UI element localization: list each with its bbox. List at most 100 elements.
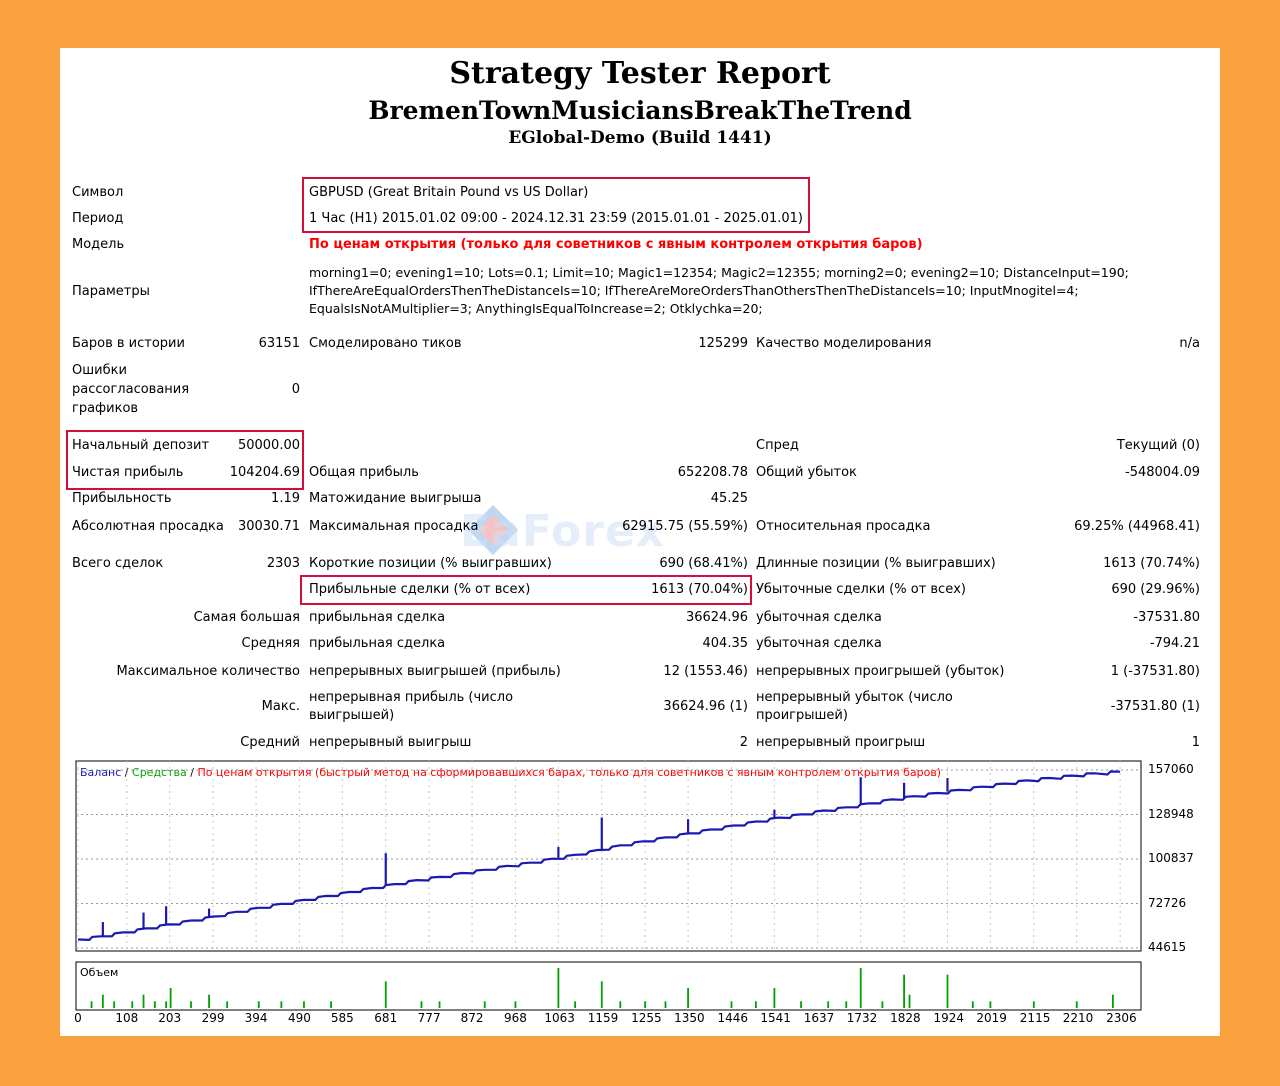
profit-trades-value: 1613 (70.04%)	[651, 582, 748, 597]
errors-label-3: графиков	[72, 401, 139, 416]
legend-sep-2: /	[186, 766, 198, 779]
x-tick-label: 2210	[1062, 1011, 1094, 1025]
x-tick-label: 2019	[976, 1011, 1007, 1025]
absdd-value: 30030.71	[237, 519, 300, 534]
x-tick-label: 108	[115, 1011, 139, 1025]
legend-mode: По ценам открытия (быстрый метод на сфор…	[197, 766, 942, 779]
netprofit-label: Чистая прибыль	[72, 465, 184, 480]
errors-value: 0	[291, 382, 300, 397]
model-value: По ценам открытия (только для советников…	[309, 237, 923, 252]
x-tick-label: 968	[504, 1011, 527, 1025]
grossloss-value: -548004.09	[1125, 465, 1200, 480]
x-tick-label: 490	[287, 1011, 311, 1025]
largest-profit-value: 36624.96	[685, 610, 748, 625]
y-tick-label: 44615	[1148, 940, 1187, 954]
deposit-profit-highlight	[66, 430, 304, 490]
x-tick-label: 872	[460, 1011, 484, 1025]
long-label: Длинные позиции (% выигравших)	[756, 556, 996, 571]
avg-loss-label: непрерывный проигрыш	[756, 735, 926, 750]
max-profit-label-2: выигрышей)	[309, 708, 395, 723]
x-tick-label: 2306	[1106, 1011, 1137, 1025]
quality-value: n/a	[1179, 336, 1200, 351]
maxcount-wins-label: непрерывных выигрышей (прибыль)	[309, 664, 561, 679]
y-tick-label: 128948	[1148, 806, 1194, 821]
x-tick-label: 1732	[846, 1011, 878, 1025]
reldd-value: 69.25% (44968.41)	[1074, 519, 1200, 534]
max-profit-label-1: непрерывная прибыль (число	[309, 690, 514, 705]
x-tick-label: 1063	[544, 1011, 575, 1025]
grossprofit-label: Общая прибыль	[309, 465, 419, 480]
max-loss-label-1: непрерывный убыток (число	[756, 690, 953, 705]
x-tick-label: 1924	[933, 1011, 965, 1025]
maxdd-label: Максимальная просадка	[309, 519, 479, 534]
expert-name: BremenTownMusiciansBreakTheTrend	[368, 96, 912, 125]
period-value: 1 Час (H1) 2015.01.02 09:00 - 2024.12.31…	[309, 211, 803, 226]
short-label: Короткие позиции (% выигравших)	[309, 556, 552, 571]
params-line-3: EqualsIsNotAMultiplier=3; AnythingIsEqua…	[309, 301, 763, 316]
x-tick-label: 0	[74, 1011, 82, 1025]
avg-win-label: непрерывный выигрыш	[309, 735, 472, 750]
y-tick-label: 100837	[1148, 851, 1194, 865]
x-tick-label: 1541	[760, 1011, 791, 1025]
absdd-label: Абсолютная просадка	[72, 519, 224, 534]
x-tick-label: 777	[417, 1011, 441, 1025]
largest-label: Самая большая	[193, 610, 300, 625]
volume-label: Объем	[80, 966, 119, 979]
chart-legend: Баланс / Средства / По ценам открытия (б…	[80, 765, 941, 781]
spread-value: Текущий (0)	[1116, 438, 1200, 453]
average-profit-label: прибыльная сделка	[309, 636, 446, 651]
report-page: Strategy Tester Report BremenTownMusicia…	[60, 48, 1220, 1036]
expected-label: Матожидание выигрыша	[309, 491, 482, 506]
balance-series-line	[77, 770, 1121, 942]
y-tick-label: 72726	[1148, 895, 1187, 910]
maxcount-wins-value: 12 (1553.46)	[663, 664, 748, 679]
symbol-value: GBPUSD (Great Britain Pound vs US Dollar…	[309, 185, 589, 200]
legend-sep-1: /	[121, 766, 133, 779]
x-tick-label: 1637	[803, 1011, 835, 1025]
symbol-period-highlight	[302, 177, 810, 233]
expected-value: 45.25	[710, 491, 748, 506]
x-tick-label: 1446	[717, 1011, 749, 1025]
params-label: Параметры	[72, 284, 150, 299]
grossloss-label: Общий убыток	[756, 465, 857, 480]
maxcount-losses-label: непрерывных проигрышей (убыток)	[756, 664, 1005, 679]
reldd-label: Относительная просадка	[756, 519, 931, 534]
average-profit-value: 404.35	[702, 636, 749, 651]
x-tick-label: 2115	[1019, 1011, 1051, 1025]
ticks-label: Смоделировано тиков	[309, 336, 462, 351]
avg-win-value: 2	[739, 735, 748, 750]
watermark: EaForex	[460, 506, 666, 557]
params-line-1: morning1=0; evening1=10; Lots=0.1; Limit…	[309, 265, 1129, 280]
balance-chart-frame	[75, 760, 1142, 952]
profit-trades-label: Прибыльные сделки (% от всех)	[309, 582, 531, 597]
report-title: Strategy Tester Report	[449, 56, 831, 91]
avg-loss-value: 1	[1191, 735, 1200, 750]
pf-value: 1.19	[271, 491, 300, 506]
quality-label: Качество моделирования	[756, 336, 932, 351]
x-tick-label: 1255	[631, 1011, 662, 1025]
deposit-label: Начальный депозит	[72, 438, 210, 453]
average-loss-value: -794.21	[1149, 636, 1200, 651]
avg-label: Средний	[240, 735, 300, 750]
x-tick-label: 1828	[890, 1011, 921, 1025]
average-label: Средняя	[241, 636, 300, 651]
errors-label-1: Ошибки	[72, 363, 127, 378]
max-label: Макс.	[261, 699, 300, 714]
spread-label: Спред	[756, 438, 799, 453]
x-tick-label: 299	[201, 1011, 225, 1025]
x-tick-label: 394	[244, 1011, 268, 1025]
legend-balance: Баланс	[80, 766, 122, 779]
bars-value: 63151	[258, 336, 300, 351]
short-value: 690 (68.41%)	[659, 556, 748, 571]
trades-value: 2303	[266, 556, 300, 571]
pf-label: Прибыльность	[72, 491, 172, 506]
symbol-label: Символ	[72, 185, 124, 200]
profit-trades-highlight	[300, 575, 752, 605]
largest-loss-label: убыточная сделка	[756, 610, 882, 625]
period-label: Период	[72, 211, 124, 226]
volume-chart-frame	[75, 961, 1142, 1011]
max-profit-value: 36624.96 (1)	[663, 699, 748, 714]
maxcount-losses-value: 1 (-37531.80)	[1110, 664, 1200, 679]
x-tick-label: 585	[330, 1011, 354, 1025]
legend-equity: Средства	[132, 766, 187, 779]
